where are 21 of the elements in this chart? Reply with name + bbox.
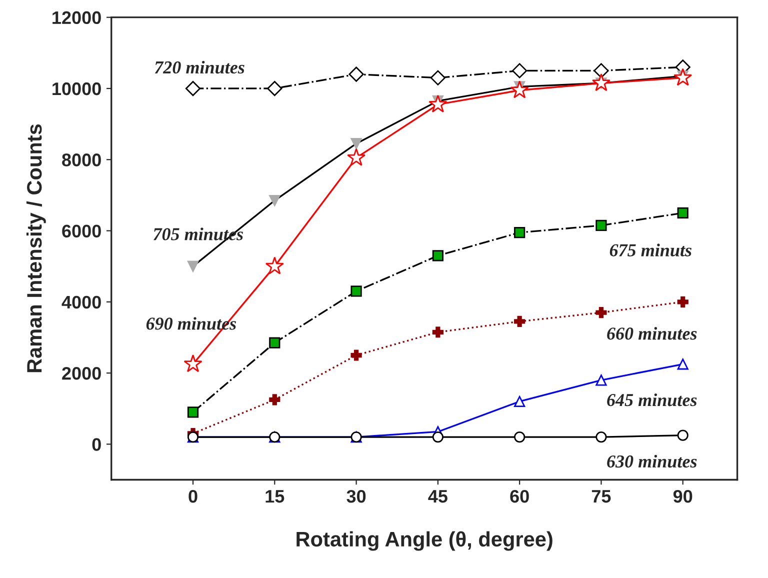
x-axis-title: Rotating Angle (θ, degree) [296, 531, 552, 551]
y-tick-label: 2000 [62, 366, 101, 380]
x-tick-label: 15 [266, 490, 284, 503]
series-label: 720 minutes [154, 60, 244, 74]
series-label: 660 minutes [607, 327, 697, 340]
x-tick-label: 30 [346, 490, 366, 503]
x-tick-label: 45 [428, 490, 448, 503]
series-label: 675 minuts [610, 244, 692, 256]
y-tick-label: 12000 [52, 11, 101, 24]
x-tick-label: 0 [188, 490, 198, 503]
x-tick-label: 90 [673, 490, 692, 503]
y-tick-label: 4000 [62, 296, 101, 309]
series-label: 645 minutes [607, 393, 697, 406]
y-axis-title: Raman Intensity / Counts [26, 124, 46, 372]
y-tick-label: 0 [92, 438, 101, 451]
y-tick-label: 8000 [62, 154, 101, 166]
x-tick-label: 75 [592, 490, 611, 503]
y-tick-label: 10000 [52, 82, 101, 96]
x-tick-label: 60 [510, 490, 529, 503]
y-tick-label: 6000 [62, 224, 101, 238]
series-label: 630 minutes [607, 454, 697, 468]
